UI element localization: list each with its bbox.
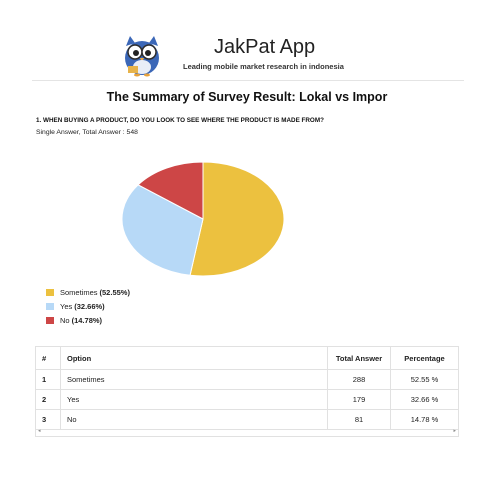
- legend-value: (52.55%): [99, 287, 130, 297]
- row-total: 288: [327, 369, 391, 390]
- row-percentage: 14.78 %: [390, 409, 458, 430]
- horizontal-scrollbar[interactable]: ◂ ▸: [36, 426, 458, 435]
- chart-legend: Sometimes (52.55%) Yes (32.66%) No (14.7…: [46, 285, 130, 327]
- legend-item-no: No (14.78%): [46, 313, 130, 327]
- row-number: 2: [36, 389, 61, 410]
- col-header-number: #: [36, 347, 61, 370]
- row-option: No: [60, 409, 328, 430]
- scroll-right-icon[interactable]: ▸: [453, 427, 456, 434]
- legend-value: (32.66%): [74, 301, 105, 311]
- row-number: 1: [36, 369, 61, 390]
- table-header-row: # Option Total Answer Percentage: [36, 347, 458, 370]
- table-row: 1 Sometimes 288 52.55 %: [36, 369, 458, 390]
- pie-slice-yes: [121, 184, 204, 276]
- col-header-option: Option: [60, 347, 328, 370]
- legend-value: (14.78%): [71, 315, 103, 325]
- legend-swatch: [46, 316, 54, 324]
- row-percentage: 52.55 %: [390, 369, 458, 390]
- row-total: 179: [327, 389, 391, 410]
- legend-label: No: [60, 315, 70, 325]
- divider: [32, 80, 464, 81]
- owl-mascot-icon: [125, 36, 159, 77]
- pie-slice-no: [137, 161, 204, 220]
- row-option: Sometimes: [60, 369, 328, 390]
- results-table: # Option Total Answer Percentage 1 Somet…: [35, 346, 459, 437]
- row-percentage: 32.66 %: [390, 389, 458, 410]
- question-text: 1. WHEN BUYING A PRODUCT, DO YOU LOOK TO…: [36, 117, 324, 124]
- pie-slice-sometimes: [189, 161, 285, 277]
- row-number: 3: [36, 409, 61, 430]
- col-header-total: Total Answer: [327, 347, 391, 370]
- col-header-percentage: Percentage: [390, 347, 458, 370]
- row-option: Yes: [60, 389, 328, 410]
- app-title: JakPat App: [214, 36, 316, 58]
- legend-swatch: [46, 288, 54, 296]
- legend-item-sometimes: Sometimes (52.55%): [46, 285, 130, 299]
- scroll-left-icon[interactable]: ◂: [38, 427, 41, 434]
- legend-label: Sometimes: [60, 287, 98, 297]
- table-row: 2 Yes 179 32.66 %: [36, 389, 458, 410]
- legend-label: Yes: [60, 301, 73, 311]
- app-subtitle: Leading mobile market research in indone…: [183, 62, 344, 71]
- row-total: 81: [327, 409, 391, 430]
- page-title: The Summary of Survey Result: Lokal vs I…: [106, 90, 388, 104]
- legend-swatch: [46, 302, 54, 310]
- legend-item-yes: Yes (32.66%): [46, 299, 130, 313]
- pie-chart: [121, 161, 285, 277]
- answer-meta: Single Answer, Total Answer : 548: [36, 129, 138, 136]
- table-row: 3 No 81 14.78 %: [36, 409, 458, 430]
- header: JakPat App Leading mobile market researc…: [0, 0, 494, 80]
